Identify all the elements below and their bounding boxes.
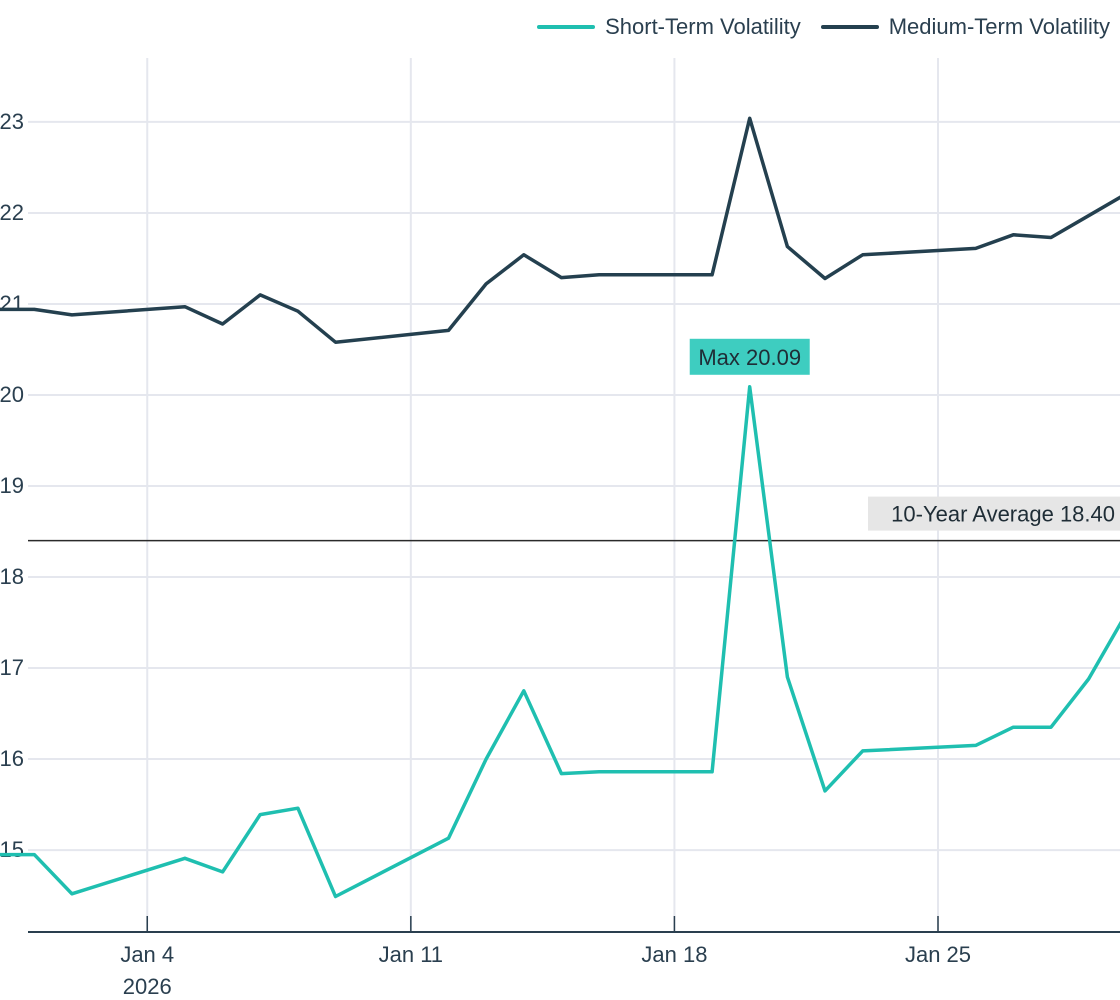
legend-item-medium-term[interactable]: Medium-Term Volatility [820,14,1110,40]
axes: 15 16 17 18 19 20 21 22 23 Jan 4 2026 Jan 11 Jan 18 J… [0,109,1120,999]
average-annotation-label: 10-Year Average 18.40 [891,502,1115,527]
legend-swatch-medium-term [820,25,879,29]
legend: Short-Term Volatility Medium-Term Volati… [537,14,1110,40]
legend-label-short-term: Short-Term Volatility [605,14,801,39]
max-annotation-box [689,338,810,375]
legend-label-medium-term: Medium-Term Volatility [888,14,1110,39]
legend-item-short-term[interactable]: Short-Term Volatility [537,14,801,40]
series-layer [0,116,1120,899]
annotations: Max 20.09 10-Year Average 18.40 [689,338,1120,531]
medium-term-volatility-line [0,116,1120,344]
grid [28,58,1120,932]
x-tick-year-label: 2026 [123,974,172,999]
max-annotation-label: Max 20.09 [698,345,801,370]
average-annotation-box [868,496,1120,531]
y-tick-label: 19 [0,473,24,498]
y-tick-label: 23 [0,109,24,134]
legend-swatch-short-term [537,25,596,29]
y-tick-label: 17 [0,655,24,680]
y-tick-label: 20 [0,382,24,407]
y-tick-label: 15 [0,837,24,862]
y-tick-label: 21 [0,291,24,316]
y-tick-label: 22 [0,200,24,225]
y-tick-label: 18 [0,564,24,589]
short-term-volatility-line [0,385,1120,899]
x-tick-label: Jan 11 [379,942,443,967]
y-tick-label: 16 [0,746,24,771]
x-tick-label: Jan 18 [641,942,707,967]
x-tick-label: Jan 4 [120,942,174,967]
x-tick-label: Jan 25 [905,942,971,967]
